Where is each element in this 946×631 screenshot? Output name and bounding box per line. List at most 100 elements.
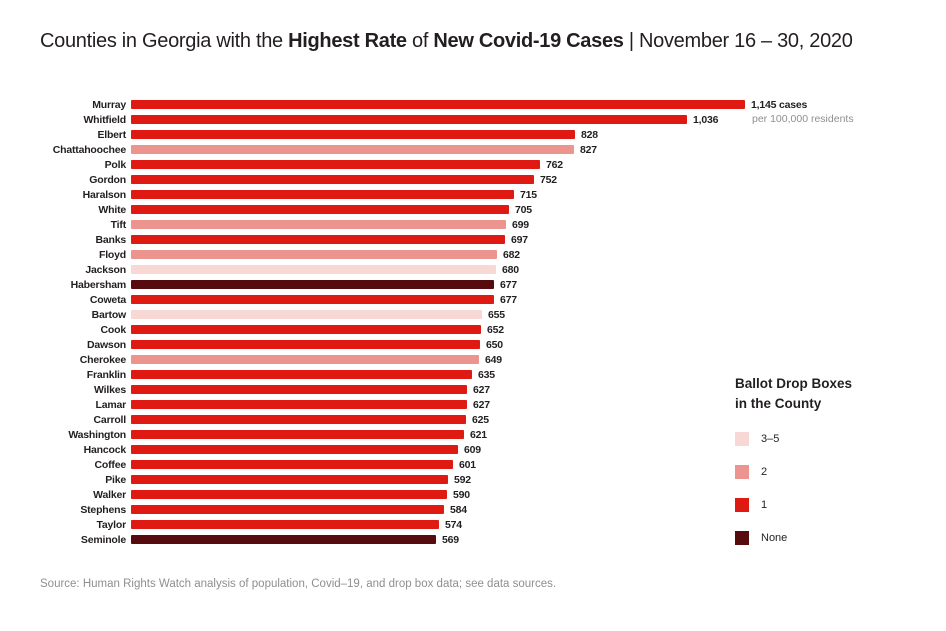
bar [131,460,453,469]
value-label: 652 [487,323,504,336]
bar-row: Murray 1,145 cases [40,97,930,112]
bar-row: Habersham 677 [40,277,930,292]
county-label: Tift [110,218,127,231]
bar-row: White 705 [40,202,930,217]
bar [131,340,480,349]
value-label: 625 [472,413,489,426]
value-label: 590 [453,488,470,501]
county-label: Coffee [94,458,127,471]
bar [131,100,745,109]
legend-label: 1 [761,499,768,511]
value-label: 697 [511,233,528,246]
bar-row: Carroll 625 [40,412,930,427]
county-label: Whitfield [83,113,126,126]
county-label: Walker [93,488,126,501]
bar-row: Jackson 680 [40,262,930,277]
bar [131,445,458,454]
bar-row: Haralson 715 [40,187,930,202]
value-label: 650 [486,338,503,351]
value-label: 627 [473,398,490,411]
bar [131,220,506,229]
value-label: 1,036 [693,113,719,126]
county-label: Elbert [97,128,126,141]
bar-row: Cook 652 [40,322,930,337]
bar-chart: Murray 1,145 cases Whitfield 1,036 Elbert 828… [40,97,930,547]
bar [131,475,448,484]
value-label: 649 [485,353,502,366]
value-label: 677 [500,278,517,291]
county-label: Pike [105,473,126,486]
legend-swatch [735,498,749,512]
title-text: of [406,30,434,52]
legend-item: 3–5 [735,432,852,446]
bar [131,295,494,304]
bar-row: Floyd 682 [40,247,930,262]
value-label: 574 [445,518,462,531]
bar-row: Coweta 677 [40,292,930,307]
bar-row: Chattahoochee 827 [40,142,930,157]
value-label: 715 [520,188,537,201]
bar [131,310,482,319]
value-label: 827 [580,143,597,156]
bar-row: Hancock 609 [40,442,930,457]
legend-item: None [735,531,852,545]
legend-label: 3–5 [761,433,780,445]
bar [131,325,481,334]
value-label: 682 [503,248,520,261]
bar-row: Franklin 635 [40,367,930,382]
value-label: 655 [488,308,505,321]
county-label: Taylor [96,518,126,531]
bar [131,160,540,169]
bar-row: Bartow 655 [40,307,930,322]
value-label: 584 [450,503,467,516]
value-label: 569 [442,533,459,546]
value-label: 1,145 cases [751,98,808,111]
bar-row: Whitfield 1,036 [40,112,930,127]
county-label: Stephens [80,503,126,516]
value-label: 609 [464,443,481,456]
bar [131,400,467,409]
bar-row: Taylor 574 [40,517,930,532]
bar-row: Walker 590 [40,487,930,502]
bar [131,250,497,259]
legend-title: Ballot Drop Boxes in the County [735,374,852,414]
value-label: 828 [581,128,598,141]
county-label: Coweta [89,293,126,306]
bar [131,145,574,154]
bar [131,235,505,244]
bar-row: Tift 699 [40,217,930,232]
bar [131,505,444,514]
bar [131,265,496,274]
bar-row: Lamar 627 [40,397,930,412]
county-label: Hancock [83,443,127,456]
bar-row: Seminole 569 [40,532,930,547]
value-label: 621 [470,428,487,441]
bar [131,520,439,529]
value-label: 752 [540,173,557,186]
bar-row: Pike 592 [40,472,930,487]
bar-row: Banks 697 [40,232,930,247]
bar-row: Dawson 650 [40,337,930,352]
county-label: Dawson [86,338,126,351]
bar [131,385,467,394]
bar-row: Stephens 584 [40,502,930,517]
county-label: White [98,203,126,216]
bar [131,370,472,379]
legend-swatch [735,531,749,545]
legend-item: 2 [735,465,852,479]
bar [131,490,447,499]
legend-label: None [761,532,788,544]
bar-row: Coffee 601 [40,457,930,472]
county-label: Banks [95,233,126,246]
bar-row: Gordon 752 [40,172,930,187]
bar-row: Wilkes 627 [40,382,930,397]
value-label: 762 [546,158,563,171]
county-label: Franklin [86,368,126,381]
bar-row: Cherokee 649 [40,352,930,367]
county-label: Murray [92,98,126,111]
bar [131,175,534,184]
bar [131,355,479,364]
bar-row: Polk 762 [40,157,930,172]
value-label: 680 [502,263,519,276]
